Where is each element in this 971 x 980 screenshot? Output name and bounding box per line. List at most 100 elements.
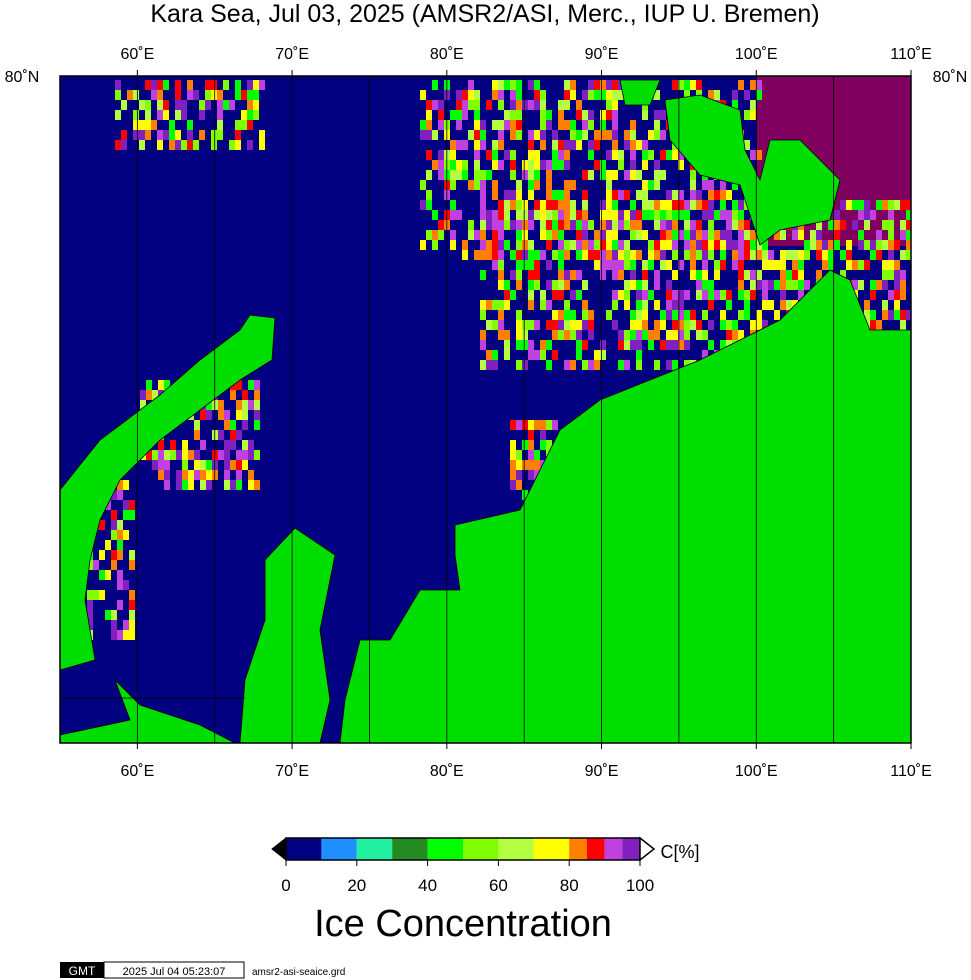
ice-pixel <box>762 300 768 310</box>
x-tick-label: 110˚E <box>890 46 932 63</box>
ice-pixel <box>702 180 708 190</box>
ice-pixel <box>786 300 792 310</box>
ice-pixel <box>480 200 486 210</box>
ice-pixel <box>259 140 265 150</box>
ice-pixel <box>600 200 606 210</box>
ice-pixel <box>858 260 864 270</box>
ice-pixel <box>151 90 157 100</box>
ice-pixel <box>474 250 480 260</box>
ice-pixel <box>111 630 117 640</box>
ice-pixel <box>564 220 570 230</box>
ice-pixel <box>756 280 762 290</box>
ice-pixel <box>564 320 570 330</box>
ice-pixel <box>570 210 576 220</box>
ice-pixel <box>462 90 468 100</box>
ice-pixel <box>498 330 504 340</box>
ice-pixel <box>474 110 480 120</box>
ice-pixel <box>486 350 492 360</box>
ice-pixel <box>117 480 123 490</box>
ice-pixel <box>720 260 726 270</box>
ice-pixel <box>152 460 158 470</box>
ice-pixel <box>528 460 534 470</box>
ice-pixel <box>552 290 558 300</box>
ice-pixel <box>756 310 762 320</box>
ice-pixel <box>696 250 702 260</box>
ice-pixel <box>708 290 714 300</box>
x-tick-label: 60˚E <box>120 763 154 780</box>
ice-pixel <box>516 310 522 320</box>
ice-pixel <box>642 180 648 190</box>
x-tick-label: 90˚E <box>585 46 619 63</box>
ice-pixel <box>678 310 684 320</box>
ice-pixel <box>810 230 816 240</box>
ice-pixel <box>187 80 193 90</box>
ice-pixel <box>498 240 504 250</box>
ice-pixel <box>528 80 534 90</box>
ice-pixel <box>492 250 498 260</box>
ice-pixel <box>247 140 253 150</box>
ice-pixel <box>834 230 840 240</box>
ice-pixel <box>516 330 522 340</box>
colorbar-segment <box>586 838 605 860</box>
ice-pixel <box>846 260 852 270</box>
ice-pixel <box>678 150 684 160</box>
ice-pixel <box>888 220 894 230</box>
ice-pixel <box>242 410 248 420</box>
ice-pixel <box>123 500 129 510</box>
ice-pixel <box>123 480 129 490</box>
ice-pixel <box>852 200 858 210</box>
x-tick-label: 90˚E <box>585 763 619 780</box>
ice-pixel <box>672 320 678 330</box>
ice-pixel <box>612 220 618 230</box>
ice-pixel <box>660 310 666 320</box>
ice-pixel <box>182 440 188 450</box>
ice-pixel <box>738 200 744 210</box>
ice-pixel <box>187 120 193 130</box>
ice-pixel <box>552 230 558 240</box>
ice-pixel <box>750 290 756 300</box>
ice-pixel <box>486 210 492 220</box>
ice-pixel <box>164 380 170 390</box>
ice-pixel <box>666 230 672 240</box>
ice-pixel <box>708 90 714 100</box>
ice-pixel <box>133 120 139 130</box>
ice-pixel <box>654 160 660 170</box>
ice-pixel <box>516 420 522 430</box>
ice-pixel <box>111 520 117 530</box>
ice-pixel <box>199 110 205 120</box>
ice-pixel <box>840 250 846 260</box>
ice-pixel <box>254 420 260 430</box>
ice-pixel <box>528 260 534 270</box>
ice-pixel <box>882 260 888 270</box>
ice-pixel <box>792 250 798 260</box>
ice-pixel <box>564 140 570 150</box>
ice-pixel <box>157 140 163 150</box>
ice-pixel <box>558 290 564 300</box>
ice-pixel <box>702 240 708 250</box>
ice-pixel <box>438 160 444 170</box>
ice-pixel <box>129 560 135 570</box>
ice-pixel <box>486 300 492 310</box>
ice-pixel <box>546 320 552 330</box>
ice-pixel <box>157 80 163 90</box>
ice-pixel <box>504 210 510 220</box>
ice-pixel <box>630 170 636 180</box>
ice-pixel <box>750 280 756 290</box>
ice-pixel <box>834 240 840 250</box>
ice-pixel <box>684 340 690 350</box>
ice-pixel <box>816 240 822 250</box>
ice-pixel <box>732 200 738 210</box>
ice-pixel <box>594 240 600 250</box>
ice-pixel <box>576 320 582 330</box>
ice-pixel <box>774 280 780 290</box>
ice-pixel <box>618 340 624 350</box>
ice-pixel <box>432 240 438 250</box>
ice-pixel <box>636 290 642 300</box>
ice-pixel <box>492 320 498 330</box>
ice-pixel <box>504 200 510 210</box>
ice-pixel <box>528 190 534 200</box>
ice-pixel <box>852 220 858 230</box>
ice-pixel <box>492 300 498 310</box>
ice-pixel <box>636 360 642 370</box>
ice-pixel <box>111 610 117 620</box>
